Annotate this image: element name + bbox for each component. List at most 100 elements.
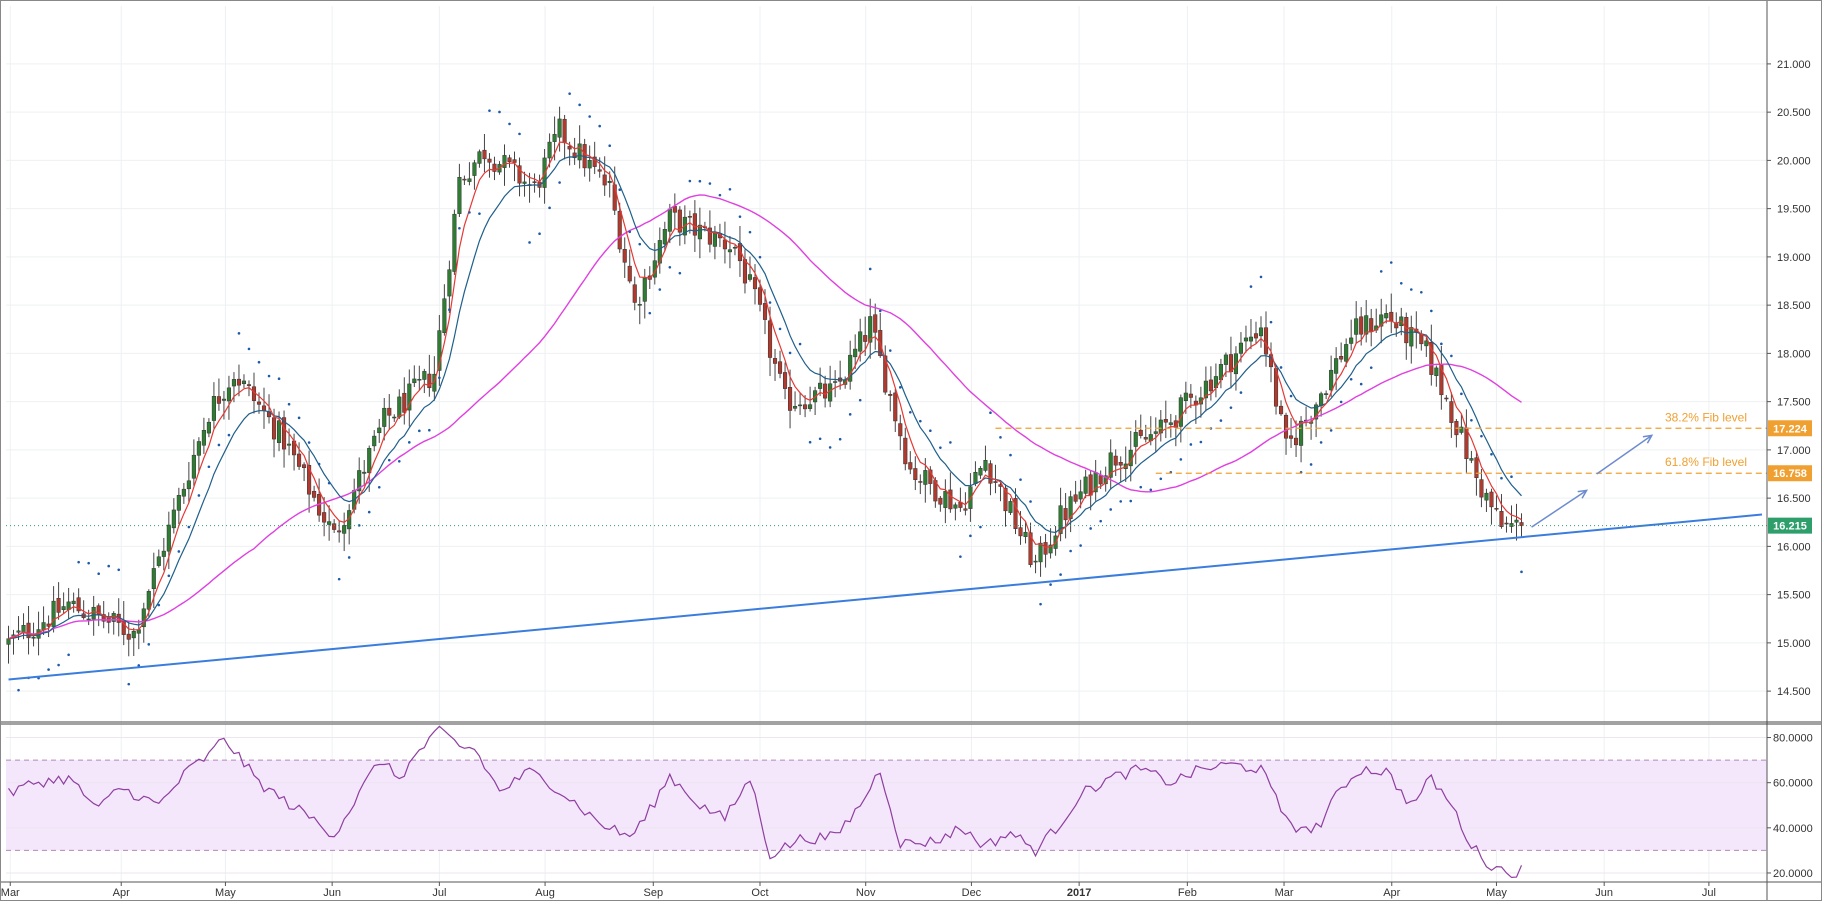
candle-body (1283, 414, 1289, 439)
candle-body (61, 606, 66, 611)
candle-body (1409, 327, 1414, 347)
psar-dot (1379, 270, 1383, 273)
psar-dot (698, 179, 702, 183)
candle-body (231, 379, 237, 387)
psar-dot (939, 446, 942, 449)
psar-dot (1219, 419, 1223, 422)
candle-body (1028, 532, 1033, 565)
candle-body (1158, 419, 1163, 434)
psar-dot (408, 441, 411, 444)
psar-dot (237, 332, 241, 335)
x-tick-label: Jul (1702, 887, 1716, 899)
candle-body (1329, 369, 1334, 391)
candle-body (1289, 435, 1294, 439)
rsi-tick-label: 20.0000 (1773, 868, 1813, 880)
candle-body (1018, 527, 1023, 537)
candle-body (808, 404, 813, 409)
psar-dot (1049, 583, 1052, 586)
psar-dot (1249, 285, 1253, 288)
psar-dot (1229, 406, 1233, 409)
psar-dot (458, 226, 461, 230)
candle-body (1519, 522, 1524, 526)
x-tick-label: Jul (432, 887, 446, 899)
candle-body (788, 387, 793, 411)
y-tick-label: 16.500 (1777, 493, 1811, 505)
candle-body (171, 509, 176, 529)
psar-dot (137, 664, 141, 667)
psar-dot (738, 215, 742, 218)
x-tick-label: Mar (1275, 887, 1294, 899)
candle-body (657, 240, 662, 264)
psar-dot (1339, 400, 1343, 404)
candle-body (161, 550, 166, 557)
candle-body (437, 330, 442, 371)
psar-dot (57, 663, 60, 667)
candle-body (1509, 523, 1514, 527)
y-tick-label: 20.000 (1777, 155, 1811, 167)
psar-dot (157, 603, 161, 607)
candle-body (1088, 474, 1093, 496)
candle-body (447, 269, 452, 297)
candle-body (1108, 452, 1113, 478)
candle-body (853, 348, 858, 358)
psar-dot (287, 402, 291, 406)
candle-body (978, 467, 983, 476)
y-tick-label: 18.000 (1777, 348, 1811, 360)
psar-dot (1520, 570, 1523, 574)
x-tick-label: May (1486, 887, 1507, 899)
psar-dot (568, 92, 571, 95)
candle-body (342, 525, 347, 534)
candle-body (777, 361, 783, 374)
candle-body (607, 180, 612, 183)
psar-dot (648, 311, 652, 315)
psar-dot (1279, 366, 1283, 369)
psar-dot (558, 181, 561, 184)
candle-body (983, 460, 988, 471)
candle-body (898, 423, 903, 437)
psar-dot (1149, 488, 1153, 492)
psar-dot (858, 398, 862, 402)
psar-dot (908, 410, 912, 414)
psar-dot (1199, 440, 1203, 444)
candle-body (377, 427, 382, 434)
candle-body (206, 421, 211, 434)
candle-body (1253, 333, 1259, 339)
candle-body (1359, 316, 1364, 335)
psar-dot (1019, 478, 1022, 481)
psar-dot (1109, 508, 1112, 511)
candle-body (482, 149, 487, 160)
psar-dot (1089, 527, 1092, 530)
psar-dot (788, 351, 792, 355)
candle-body (712, 232, 717, 247)
candle-body (1118, 462, 1123, 466)
candle-body (477, 151, 482, 164)
candle-body (858, 331, 863, 352)
y-tick-label: 21.000 (1777, 59, 1811, 71)
psar-dot (979, 525, 982, 529)
candle-body (1334, 358, 1339, 374)
psar-dot (1039, 602, 1042, 606)
candle-body (307, 465, 312, 495)
psar-dot (848, 413, 852, 416)
psar-dot (658, 288, 662, 291)
psar-dot (1319, 441, 1323, 444)
psar-dot (868, 267, 872, 271)
candle-body (387, 407, 392, 416)
candle-body (742, 259, 748, 284)
candle-body (457, 176, 462, 214)
rsi-tick-label: 40.0000 (1773, 823, 1813, 835)
candle-body (567, 145, 572, 150)
psar-dot (307, 441, 311, 444)
candle-body (747, 274, 753, 280)
psar-dot (708, 182, 712, 185)
candle-body (893, 392, 898, 422)
candle-body (1258, 327, 1264, 337)
candle-body (261, 405, 267, 412)
candle-body (226, 387, 231, 402)
candle-body (26, 622, 31, 639)
candle-body (1008, 501, 1013, 513)
candle-body (833, 381, 838, 383)
x-tick-label: Oct (751, 887, 768, 899)
psar-dot (1269, 320, 1273, 324)
